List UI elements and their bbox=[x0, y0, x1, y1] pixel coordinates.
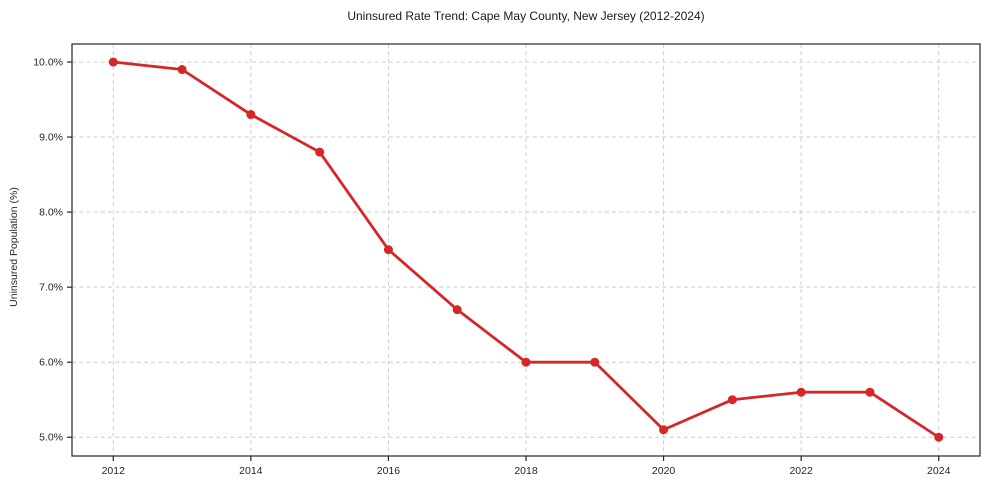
data-point-marker bbox=[727, 395, 737, 405]
x-tick-label: 2014 bbox=[239, 465, 263, 477]
y-tick-label: 6.0% bbox=[39, 357, 63, 369]
data-point-marker bbox=[383, 245, 393, 255]
data-point-marker bbox=[659, 425, 669, 435]
data-point-marker bbox=[796, 387, 806, 397]
x-tick-label: 2024 bbox=[927, 465, 951, 477]
axis-ticks: 5.0% 6.0% 7.0% 8.0% 9.0% 10.0% 2012 2014 2016 201… bbox=[33, 57, 950, 477]
data-point-marker bbox=[246, 110, 256, 120]
x-tick-label: 2018 bbox=[514, 465, 538, 477]
plot-border bbox=[71, 43, 981, 457]
data-point-marker bbox=[108, 57, 118, 67]
x-tick-label: 2022 bbox=[789, 465, 813, 477]
x-tick-label: 2016 bbox=[377, 465, 401, 477]
data-point-marker bbox=[934, 432, 944, 442]
y-tick-label: 10.0% bbox=[33, 57, 63, 69]
data-point-marker bbox=[865, 387, 875, 397]
y-tick-label: 5.0% bbox=[39, 432, 63, 444]
data-point-marker bbox=[177, 65, 187, 75]
data-point-marker bbox=[315, 147, 325, 157]
gridlines bbox=[72, 44, 980, 456]
x-tick-label: 2012 bbox=[102, 465, 126, 477]
x-tick-label: 2020 bbox=[652, 465, 676, 477]
y-tick-label: 8.0% bbox=[39, 207, 63, 219]
y-tick-label: 7.0% bbox=[39, 282, 63, 294]
chart-title: Uninsured Rate Trend: Cape May County, N… bbox=[347, 9, 705, 23]
y-tick-label: 9.0% bbox=[39, 132, 63, 144]
data-point-marker bbox=[521, 357, 531, 367]
data-point-marker bbox=[452, 305, 462, 315]
data-point-marker bbox=[590, 357, 600, 367]
